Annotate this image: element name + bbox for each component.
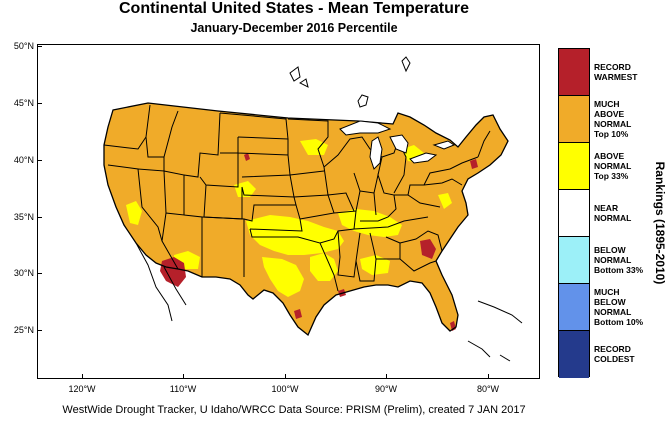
map-title: Continental United States - Mean Tempera… xyxy=(119,0,469,17)
legend-label: NEAR NORMAL xyxy=(594,203,654,223)
x-tick-mark xyxy=(488,374,489,379)
legend-label-line: WARMEST xyxy=(594,71,638,82)
x-tick-label: 80°W xyxy=(476,384,500,394)
y-tick-label: 35°N xyxy=(13,212,34,222)
y-tick-label: 45°N xyxy=(13,98,34,108)
y-tick-mark xyxy=(37,103,42,104)
legend-label-line: RECORD xyxy=(594,343,631,354)
legend-label: RECORD WARMEST xyxy=(594,62,654,82)
y-tick-label: 40°N xyxy=(13,155,34,165)
legend-label: ABOVE NORMAL Top 33% xyxy=(594,151,654,181)
great-lakes xyxy=(339,120,456,170)
x-tick-label: 110°W xyxy=(169,384,197,394)
lake-nipigon xyxy=(289,56,411,108)
y-tick-mark xyxy=(37,273,42,274)
legend-label-line: COLDEST xyxy=(594,353,635,364)
x-tick-mark xyxy=(386,374,387,379)
legend-label-line: NORMAL xyxy=(594,212,632,223)
legend-swatch xyxy=(559,331,589,378)
legend-label-line: RECORD xyxy=(594,61,631,72)
legend-label-line: NEAR xyxy=(594,202,619,213)
gulf-of-california xyxy=(135,242,523,362)
legend-label-line: Bottom 10% xyxy=(594,316,644,327)
legend-label-line: MUCH xyxy=(594,98,620,109)
x-tick-label: 120°W xyxy=(68,384,96,394)
y-tick-label: 25°N xyxy=(13,325,34,335)
legend-swatch xyxy=(559,49,589,96)
legend-label-line: ABOVE xyxy=(594,150,625,161)
legend-label-line: BELOW xyxy=(594,296,626,307)
y-tick-mark xyxy=(37,217,42,218)
state-boundaries xyxy=(103,102,509,337)
y-tick-label: 30°N xyxy=(13,268,34,278)
legend-swatch xyxy=(559,143,589,190)
x-tick-mark xyxy=(82,374,83,379)
legend-label-line: MUCH xyxy=(594,286,620,297)
map-frame xyxy=(37,44,540,379)
legend-label-line: ABOVE xyxy=(594,108,625,119)
legend-colorbar xyxy=(558,48,590,378)
legend-label-line: Top 10% xyxy=(594,128,629,139)
legend-label-line: NORMAL xyxy=(594,118,632,129)
y-tick-mark xyxy=(37,160,42,161)
x-tick-label: 90°W xyxy=(374,384,398,394)
map-subtitle: January-December 2016 Percentile xyxy=(190,21,398,35)
legend-label-line: BELOW xyxy=(594,244,626,255)
legend-swatch xyxy=(559,237,589,284)
y-tick-mark xyxy=(37,330,42,331)
legend-label: RECORD COLDEST xyxy=(594,344,654,364)
y-tick-mark xyxy=(37,46,42,47)
legend-swatch xyxy=(559,190,589,237)
us-temperature-map xyxy=(103,56,523,362)
legend-label-line: NORMAL xyxy=(594,254,632,265)
legend-label-line: NORMAL xyxy=(594,160,632,171)
x-tick-mark xyxy=(285,374,286,379)
rankings-label: Rankings (1895-2010) xyxy=(653,161,667,285)
legend-label: BELOW NORMAL Bottom 33% xyxy=(594,245,654,275)
x-tick-label: 100°W xyxy=(271,384,299,394)
footer-credit: WestWide Drought Tracker, U Idaho/WRCC D… xyxy=(62,404,526,416)
legend-label: MUCH ABOVE NORMAL Top 10% xyxy=(594,99,654,139)
legend-swatch xyxy=(559,96,589,143)
legend-swatch xyxy=(559,284,589,331)
x-tick-mark xyxy=(183,374,184,379)
legend-label-line: NORMAL xyxy=(594,306,632,317)
legend-label: MUCH BELOW NORMAL Bottom 10% xyxy=(594,287,654,327)
y-tick-label: 50°N xyxy=(13,41,34,51)
record-warmest-regions xyxy=(160,153,478,331)
legend-label-line: Top 33% xyxy=(594,170,629,181)
legend-label-line: Bottom 33% xyxy=(594,264,644,275)
